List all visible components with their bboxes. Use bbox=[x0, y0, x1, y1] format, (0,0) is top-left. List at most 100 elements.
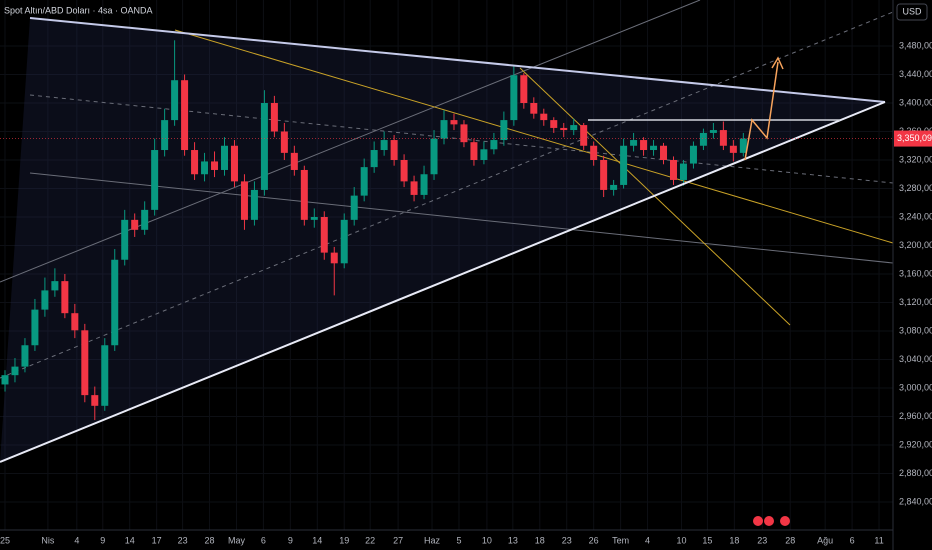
candle-body bbox=[41, 290, 49, 310]
candle-body bbox=[620, 145, 628, 185]
event-icons bbox=[753, 516, 790, 526]
x-tick-label: May bbox=[228, 535, 246, 545]
projection-arrow bbox=[744, 61, 779, 161]
y-tick-label: 3,400,000 bbox=[899, 97, 932, 107]
candle-body bbox=[171, 80, 179, 121]
x-tick-label: 23 bbox=[562, 535, 572, 545]
event-icon[interactable] bbox=[753, 516, 763, 526]
candle-body bbox=[699, 132, 707, 146]
x-tick-label: 18 bbox=[729, 535, 739, 545]
x-tick-label: 17 bbox=[152, 535, 162, 545]
candle-body bbox=[201, 161, 209, 175]
candle-body bbox=[211, 161, 219, 170]
candle-body bbox=[689, 145, 697, 164]
candle-body bbox=[310, 216, 318, 220]
candle-body bbox=[380, 140, 388, 151]
x-tick-label: 23 bbox=[178, 535, 188, 545]
chart-title: Spot Altın/ABD Doları · 4sa · OANDA bbox=[4, 5, 153, 15]
candle-body bbox=[181, 80, 189, 151]
x-tick-label: Ağu bbox=[817, 535, 833, 545]
candle-body bbox=[420, 174, 428, 195]
y-tick-label: 2,920,000 bbox=[899, 439, 932, 449]
candle-body bbox=[370, 150, 378, 168]
candle-body bbox=[91, 395, 99, 406]
candle-body bbox=[590, 145, 598, 160]
x-tick-label: 28 bbox=[205, 535, 215, 545]
candle-body bbox=[220, 145, 228, 170]
y-tick-label: 3,440,000 bbox=[899, 69, 932, 79]
candle-body bbox=[111, 259, 119, 346]
event-icon[interactable] bbox=[764, 516, 774, 526]
x-tick-label: 27 bbox=[393, 535, 403, 545]
regression-lower bbox=[29, 172, 894, 264]
candle-body bbox=[550, 120, 558, 128]
candle-body bbox=[390, 140, 398, 160]
x-tick-label: Nis bbox=[41, 535, 54, 545]
y-tick-label: 2,880,000 bbox=[899, 468, 932, 478]
candle-body bbox=[270, 102, 278, 132]
candle-body bbox=[280, 131, 288, 153]
y-tick-label: 3,160,000 bbox=[899, 268, 932, 278]
x-tick-label: 28 bbox=[785, 535, 795, 545]
candle-body bbox=[230, 145, 238, 182]
x-tick-label: 14 bbox=[125, 535, 135, 545]
candle-body bbox=[669, 159, 677, 180]
candle-body bbox=[440, 120, 448, 139]
candle-body bbox=[11, 366, 19, 376]
x-tick-label: 10 bbox=[482, 535, 492, 545]
candle-body bbox=[71, 313, 79, 331]
candle-body bbox=[31, 309, 39, 346]
x-tick-label: 11 bbox=[874, 535, 883, 545]
currency: USD bbox=[902, 6, 922, 16]
candle-body bbox=[490, 140, 498, 150]
candle-body bbox=[600, 159, 608, 190]
candle-body bbox=[61, 281, 69, 314]
candle-body bbox=[141, 209, 149, 230]
candle-body bbox=[470, 142, 478, 160]
candle-body bbox=[250, 189, 258, 220]
x-tick-label: 4 bbox=[74, 535, 79, 545]
candle-body bbox=[360, 167, 368, 196]
x-tick-label: 4 bbox=[645, 535, 650, 545]
candle-body bbox=[540, 113, 548, 121]
candle-body bbox=[290, 152, 298, 170]
x-tick-label: 22 bbox=[365, 535, 375, 545]
x-tick-label: 26 bbox=[589, 535, 599, 545]
currency-box[interactable] bbox=[896, 3, 928, 21]
x-tick-label: 6 bbox=[850, 535, 855, 545]
candle-body bbox=[300, 169, 308, 220]
candle-body bbox=[650, 145, 658, 151]
x-tick-label: 18 bbox=[535, 535, 545, 545]
candle-body bbox=[260, 102, 268, 190]
candle-body bbox=[709, 130, 717, 133]
arrow-head bbox=[771, 56, 784, 70]
event-icon[interactable] bbox=[780, 516, 790, 526]
x-tick-label: 19 bbox=[339, 535, 349, 545]
candles bbox=[1, 40, 747, 421]
candle-body bbox=[500, 120, 508, 141]
candle-body bbox=[340, 219, 348, 264]
candle-body bbox=[739, 138, 747, 153]
x-tick-label: 9 bbox=[288, 535, 293, 545]
x-tick-label: Haz bbox=[424, 535, 441, 545]
candle-body bbox=[191, 150, 199, 175]
candle-body bbox=[240, 181, 248, 220]
y-tick-label: 3,240,000 bbox=[899, 211, 932, 221]
x-tick-label: 6 bbox=[261, 535, 266, 545]
yellow-line bbox=[174, 29, 894, 244]
x-tick-label: 5 bbox=[456, 535, 461, 545]
candle-body bbox=[610, 184, 618, 190]
candle-body bbox=[660, 145, 668, 160]
candle-body bbox=[510, 75, 518, 121]
triangle-upper bbox=[29, 17, 886, 103]
candle-body bbox=[320, 216, 328, 253]
candle-body bbox=[570, 125, 578, 131]
candle-body bbox=[729, 145, 737, 153]
candle-body bbox=[640, 140, 648, 151]
candle-body bbox=[480, 149, 488, 160]
last-price-label: 3,350,095 bbox=[897, 133, 932, 143]
candle-body bbox=[330, 252, 338, 264]
y-tick-label: 3,080,000 bbox=[899, 325, 932, 335]
candle-body bbox=[460, 124, 468, 143]
